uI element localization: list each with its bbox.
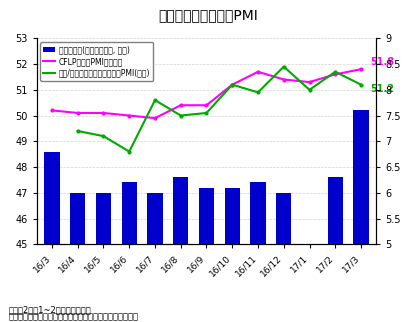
Text: 鉱工業生産、製造業PMI: 鉱工業生産、製造業PMI [158, 8, 258, 22]
Bar [353, 110, 369, 322]
Bar [70, 193, 85, 322]
Bar [250, 183, 266, 322]
Text: 51.2: 51.2 [370, 84, 394, 94]
Bar [121, 183, 137, 322]
Bar [96, 193, 111, 322]
Bar [276, 193, 292, 322]
Bar [225, 188, 240, 322]
Text: 51.8: 51.8 [370, 57, 394, 67]
Text: （注）2月は1~2月合わせた％。: （注）2月は1~2月合わせた％。 [8, 305, 91, 314]
Text: （出所）国家統計局より住友商事グローバルリサーチ作成: （出所）国家統計局より住友商事グローバルリサーチ作成 [8, 312, 138, 321]
Legend: 鉱工業生産(前年同月比％, 右軸), CFLP製造業PMI（左軸）, 財新/マークイット中国製造業PMI(左軸): 鉱工業生産(前年同月比％, 右軸), CFLP製造業PMI（左軸）, 財新/マー… [40, 42, 153, 80]
Bar [199, 188, 214, 322]
Bar [327, 177, 343, 322]
Bar [173, 177, 188, 322]
Bar [147, 193, 163, 322]
Bar [44, 152, 60, 322]
